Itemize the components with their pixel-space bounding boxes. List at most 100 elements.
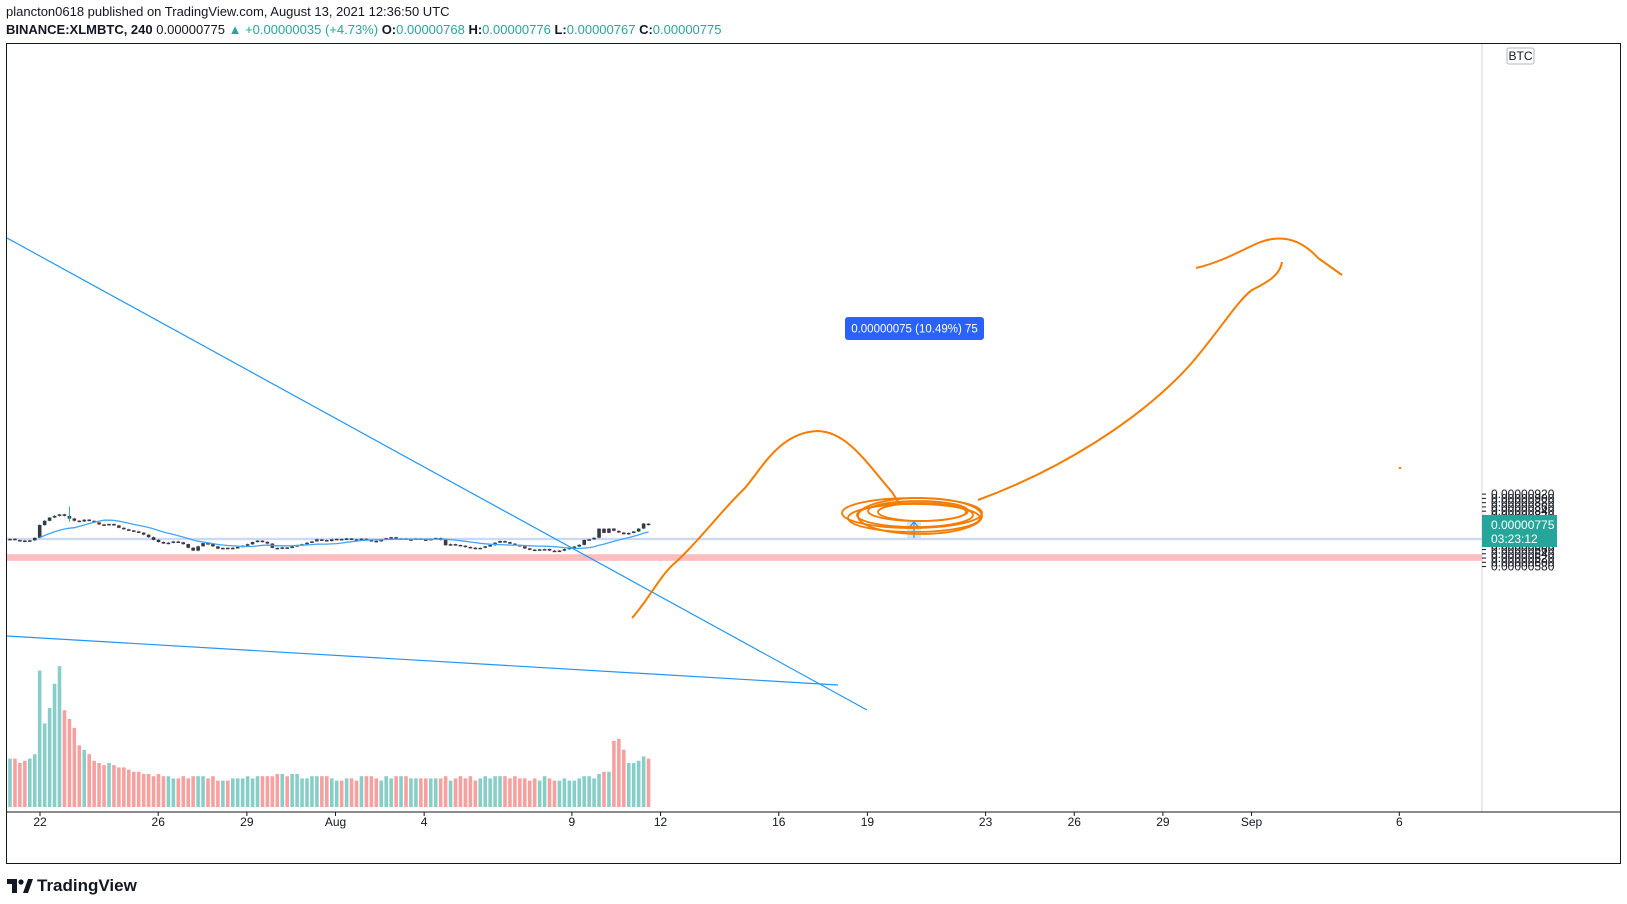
volume-bar [67,719,72,807]
volume-bar [171,778,176,807]
candle-body [513,543,517,546]
scribble-ring [877,502,967,522]
volume-bar [567,780,572,807]
time-tick-label: 22 [33,815,47,829]
candle-body [344,538,349,540]
volume-bar [97,763,101,807]
candle-body [562,549,567,551]
volume-bar [384,776,388,807]
candle-body [161,542,166,544]
volume-bar [622,749,626,807]
candle-body [334,538,339,541]
candle-body [191,547,195,551]
close-label: C: [639,22,653,37]
price-tick-label: 0.00000640 [1491,547,1555,561]
volume-bar [275,774,280,807]
candle-body [557,550,562,553]
time-tick-label: 29 [240,815,254,829]
candle-body [602,528,606,533]
candle-body [592,537,596,540]
candle-body [339,538,344,541]
price-tick-label: 0.00000880 [1491,496,1555,510]
candle-body [369,540,374,542]
time-tick-label: 19 [861,815,875,829]
time-tick-label: 26 [152,815,166,829]
volume-bar [211,776,215,807]
volume-bar [102,765,106,807]
volume-bar [582,776,586,807]
candle-body [47,517,52,521]
volume-bar [87,754,91,807]
price-tick-label: 0.00000580 [1491,560,1555,574]
volume-bar [295,774,299,807]
candle-body [488,545,492,547]
volume-bar [399,776,403,807]
candle-body [245,544,250,546]
candle-body [349,538,354,540]
volume-bar [547,778,552,807]
candle-body [221,547,225,550]
volume-bar [82,749,87,807]
volume-bar [325,776,329,807]
price-tick-label: 0.00000920 [1491,487,1555,501]
volume-bar [374,778,379,807]
volume-bar [364,776,369,807]
candle-body [641,523,646,529]
volume-bar [196,776,200,807]
low-value: 0.00000767 [566,22,636,37]
volume-bar [409,778,413,807]
lower-trendline [6,635,839,686]
candle-body [136,531,141,533]
candle-body [329,539,334,542]
candle-body [617,530,621,533]
volume-bar [394,776,398,807]
volume-bar [404,776,408,807]
candle-body [146,534,151,538]
volume-bar [146,774,151,807]
volume-bar [191,776,195,807]
candle-body [97,522,101,525]
volume-bar [424,778,428,807]
candle-body [181,542,186,545]
currency-badge [1506,47,1535,65]
volume-bar [122,767,126,807]
volume-bar [572,780,577,807]
volume-bar [414,778,418,807]
volume-bar [636,760,641,807]
candle-body [577,544,582,547]
candle-body [547,548,552,551]
volume-bar [216,780,220,807]
volume-bar [226,780,230,807]
last-price-label-box [1482,515,1557,548]
candle-body [112,523,116,526]
time-tick-label: Sep [1241,815,1263,829]
candle-body [230,547,235,550]
volume-bar [389,778,393,807]
candle-body [354,539,359,541]
candle-body [582,539,586,545]
volume-bar [260,776,265,807]
candle-body [458,544,463,547]
candle-body [572,546,577,549]
tradingview-logo[interactable]: TradingView [7,876,137,896]
volume-bar [626,763,631,807]
candle-body [107,523,111,526]
candle-body [102,524,106,526]
candle-body [607,528,611,533]
volume-bar [428,778,433,807]
symbol-name[interactable]: BINANCE:XLMBTC, 240 [6,22,153,37]
volume-bar [463,778,468,807]
volume-bar [320,776,324,807]
volume-bar [32,754,37,807]
countdown-label: 03:23:12 [1491,532,1538,546]
candle-body [117,525,121,528]
last-price-label: 0.00000775 [1491,518,1555,532]
candle-body [211,543,215,547]
volume-bar [354,780,359,807]
volume-bar [57,666,62,807]
volume-bar [592,778,596,807]
time-tick-label: 16 [772,815,786,829]
time-tick-label: 26 [1068,815,1082,829]
volume-bar [112,765,116,807]
